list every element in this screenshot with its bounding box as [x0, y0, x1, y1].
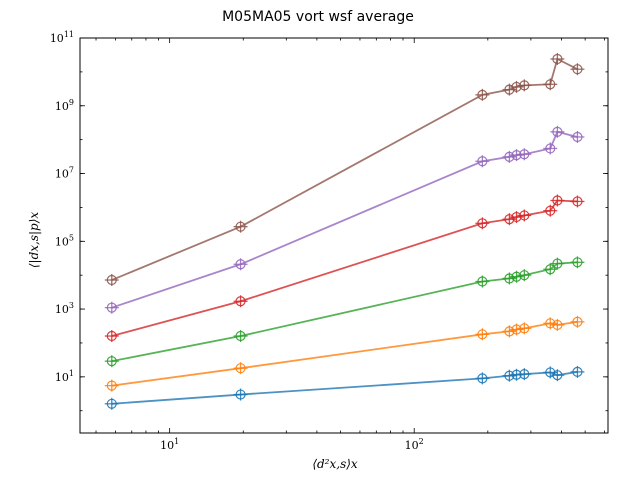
data-point [477, 89, 488, 100]
series-2 [104, 256, 585, 368]
data-point [552, 195, 563, 206]
data-point [477, 276, 488, 287]
y-tick-label: 109 [55, 98, 74, 113]
y-axis-label: ⟨|dx,s|p⟩x [27, 212, 41, 269]
data-point [477, 373, 488, 384]
data-point [519, 149, 530, 160]
data-point [572, 196, 583, 207]
data-point [504, 151, 515, 162]
y-tick-label: 101 [55, 369, 74, 384]
y-tick-label: 103 [55, 301, 74, 316]
data-point [519, 270, 530, 281]
data-point [106, 330, 117, 342]
data-point [519, 210, 530, 221]
data-point [235, 363, 246, 374]
x-axis-label: ⟨d²x,s⟩x [312, 457, 358, 471]
data-point [545, 318, 556, 329]
data-point [545, 205, 556, 216]
data-point [572, 257, 583, 268]
series-4 [104, 125, 585, 314]
data-point [477, 218, 488, 229]
data-point [477, 156, 488, 167]
data-point [235, 221, 246, 232]
data-point [552, 53, 563, 65]
data-point [572, 64, 583, 75]
data-point [504, 273, 515, 284]
data-point [511, 81, 522, 93]
data-point [552, 126, 563, 137]
data-point [235, 389, 246, 400]
data-point [552, 258, 563, 269]
data-point [106, 302, 117, 313]
data-point [511, 324, 522, 335]
data-point [106, 380, 117, 391]
data-point [519, 80, 530, 91]
data-point [552, 319, 563, 331]
data-point [545, 367, 556, 378]
data-point [511, 211, 522, 223]
series-0 [104, 365, 585, 410]
series-3 [104, 194, 585, 343]
data-point [572, 366, 583, 377]
data-point [504, 370, 515, 381]
data-point [511, 271, 522, 282]
chart-title: M05MA05 vort wsf average [222, 9, 414, 25]
data-point [235, 296, 246, 307]
data-point [106, 398, 117, 409]
data-point [504, 84, 515, 95]
data-point [545, 79, 556, 90]
data-point [504, 326, 515, 337]
y-tick-label: 1011 [50, 30, 74, 45]
y-tick-label: 107 [55, 166, 74, 181]
data-point [106, 274, 117, 286]
data-point [545, 143, 556, 154]
data-point [552, 370, 563, 381]
plot-frame [79, 37, 609, 434]
data-point [106, 356, 117, 367]
x-tick-label: 101 [160, 437, 179, 452]
data-point [572, 131, 583, 143]
data-point [511, 149, 522, 161]
y-tick-label: 105 [55, 233, 74, 248]
series-layer [104, 53, 585, 410]
data-point [477, 329, 488, 340]
data-point [504, 214, 515, 225]
series-5 [104, 53, 585, 287]
data-point [519, 369, 530, 380]
data-point [235, 330, 246, 342]
tick-layer: 101 102 101 103 105 107 109 1011 [50, 30, 608, 452]
data-point [235, 259, 246, 270]
data-point [572, 316, 583, 327]
data-point [545, 264, 556, 275]
series-1 [104, 315, 585, 392]
data-point [519, 323, 530, 334]
x-tick-label: 102 [405, 437, 424, 452]
